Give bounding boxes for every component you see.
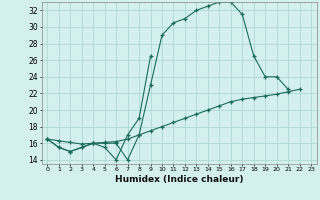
X-axis label: Humidex (Indice chaleur): Humidex (Indice chaleur) [115, 175, 244, 184]
